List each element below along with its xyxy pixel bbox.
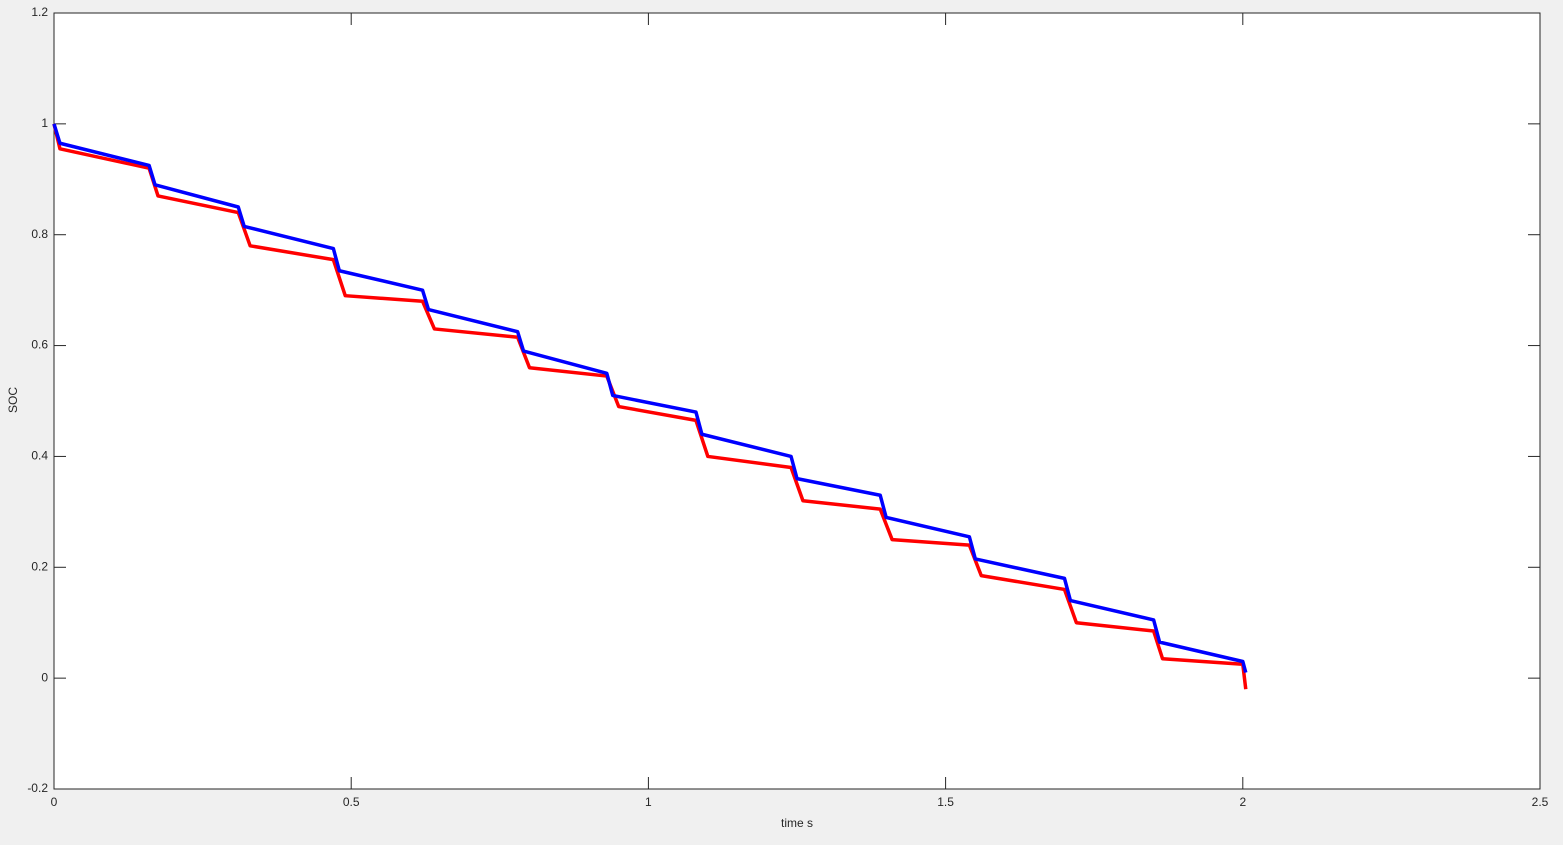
y-tick-label: 0.4 xyxy=(31,449,48,463)
y-tick-label: 1 xyxy=(41,116,48,130)
series-line xyxy=(52,123,1248,674)
y-tick-label: -0.2 xyxy=(27,781,48,795)
y-tick-label: 0.2 xyxy=(31,559,48,573)
y-tick-label: 0 xyxy=(41,670,48,684)
x-tick-label: 2.5 xyxy=(1532,795,1549,809)
x-tick-label: 0.5 xyxy=(343,795,360,809)
x-tick-label: 0 xyxy=(51,795,58,809)
x-tick-label: 1.5 xyxy=(937,795,954,809)
y-tick-label: 0.6 xyxy=(31,338,48,352)
series-line xyxy=(52,123,1248,690)
y-tick-label: 1.2 xyxy=(31,5,48,19)
x-tick-label: 1 xyxy=(645,795,652,809)
plot-area xyxy=(53,12,1541,790)
y-tick-label: 0.8 xyxy=(31,227,48,241)
x-axis-label: time s xyxy=(781,816,813,830)
y-axis-label: SOC xyxy=(6,387,20,413)
x-tick-label: 2 xyxy=(1239,795,1246,809)
